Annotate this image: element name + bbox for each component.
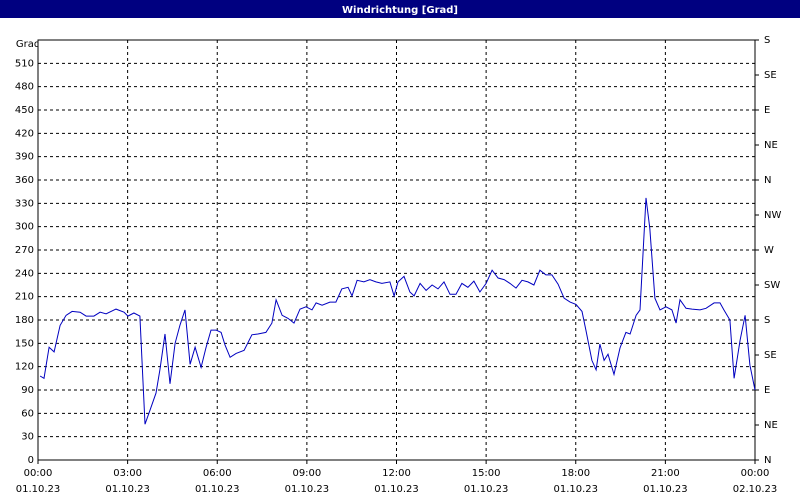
y-tick-label: 480: [15, 82, 34, 93]
y-tick-label: 0: [28, 455, 34, 466]
y-tick-label: 390: [15, 152, 34, 163]
y-tick-label: 30: [21, 432, 34, 443]
x-tick-date: 01.10.23: [16, 484, 61, 495]
x-tick-label: 18:00: [561, 468, 590, 479]
y-tick-label: 450: [15, 105, 34, 116]
x-tick-label: 12:00: [382, 468, 411, 479]
x-tick-date: 01.10.23: [553, 484, 598, 495]
y2-tick-label: W: [764, 245, 774, 256]
chart-title: Windrichtung [Grad]: [342, 5, 458, 16]
y-axis-label: Grad: [16, 39, 40, 50]
y2-tick-label: S: [764, 315, 770, 326]
x-tick-date: 02.10.23: [733, 484, 778, 495]
y2-tick-label: N: [764, 455, 771, 466]
y2-tick-label: SE: [764, 70, 777, 81]
x-tick-label: 00:00: [24, 468, 53, 479]
y-tick-label: 150: [15, 338, 34, 349]
y-tick-label: 300: [15, 222, 34, 233]
y-tick-label: 120: [15, 362, 34, 373]
x-tick-date: 01.10.23: [285, 484, 330, 495]
y2-tick-label: E: [764, 105, 770, 116]
y-tick-label: 420: [15, 128, 34, 139]
x-tick-label: 03:00: [113, 468, 142, 479]
x-tick-label: 15:00: [472, 468, 501, 479]
y-tick-label: 330: [15, 198, 34, 209]
y-tick-label: 510: [15, 58, 34, 69]
y-tick-label: 360: [15, 175, 34, 186]
x-tick-label: 21:00: [651, 468, 680, 479]
x-tick-date: 01.10.23: [643, 484, 688, 495]
x-tick-date: 01.10.23: [105, 484, 150, 495]
x-tick-date: 01.10.23: [464, 484, 509, 495]
y2-tick-label: SE: [764, 350, 777, 361]
y2-tick-label: NE: [764, 420, 778, 431]
y-tick-label: 240: [15, 268, 34, 279]
data-line: [39, 197, 756, 425]
y-tick-label: 180: [15, 315, 34, 326]
y2-tick-label: E: [764, 385, 770, 396]
x-tick-date: 01.10.23: [374, 484, 419, 495]
y-tick-label: 90: [21, 385, 34, 396]
y2-tick-label: S: [764, 35, 770, 46]
y-tick-label: 210: [15, 292, 34, 303]
x-tick-label: 09:00: [292, 468, 321, 479]
y2-tick-label: NW: [764, 210, 781, 221]
x-tick-label: 00:00: [741, 468, 770, 479]
y2-tick-label: N: [764, 175, 771, 186]
y2-tick-label: NE: [764, 140, 778, 151]
x-tick-label: 06:00: [203, 468, 232, 479]
y2-tick-label: SW: [764, 280, 780, 291]
title-bar: [0, 0, 800, 18]
x-tick-date: 01.10.23: [195, 484, 240, 495]
y-tick-label: 60: [21, 408, 34, 419]
y-tick-label: 270: [15, 245, 34, 256]
